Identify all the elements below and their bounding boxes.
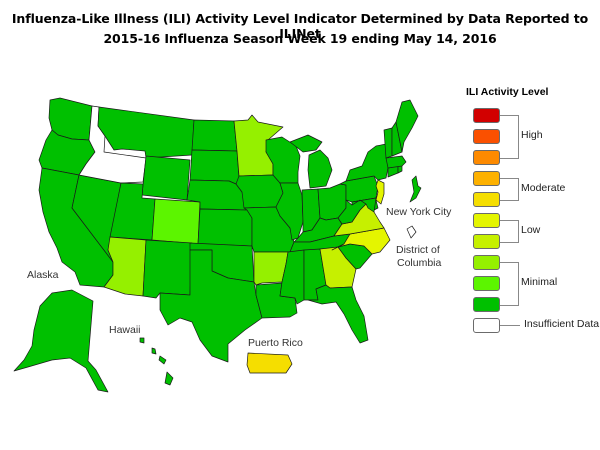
state-massachusetts[interactable] [385, 155, 407, 169]
label-dc-line1: District of [396, 244, 440, 256]
legend-swatch-level-2 [473, 276, 500, 291]
state-michigan[interactable] [289, 134, 333, 189]
state-north-dakota[interactable] [191, 119, 238, 152]
state-new-york[interactable] [345, 143, 389, 182]
state-illinois[interactable] [275, 182, 304, 241]
map-subtitle: 2015-16 Influenza Season Week 19 ending … [103, 31, 497, 46]
legend-swatch-level-0 [473, 318, 500, 333]
state-kansas[interactable] [197, 208, 253, 247]
legend-bracket [500, 178, 519, 201]
legend-swatch-level-4 [473, 234, 500, 249]
legend-label-minimal: Minimal [521, 276, 558, 288]
map-title: Influenza-Like Illness (ILI) Activity Le… [11, 11, 589, 41]
state-maryland[interactable] [351, 197, 377, 213]
legend-title: ILI Activity Level [466, 86, 549, 98]
inset-new-york-city[interactable] [409, 175, 422, 203]
legend-connector [500, 325, 520, 326]
label-new-york-city: New York City [386, 206, 452, 218]
state-pennsylvania[interactable] [339, 175, 379, 203]
label-hawaii: Hawaii [109, 324, 141, 336]
state-hawaii[interactable] [139, 337, 174, 386]
legend-swatch-level-6 [473, 192, 500, 207]
legend-swatch-level-5 [473, 213, 500, 228]
legend-swatch-level-3 [473, 255, 500, 270]
legend-swatch-level-1 [473, 297, 500, 312]
legend-label-moderate: Moderate [521, 181, 566, 194]
state-maine[interactable] [395, 99, 419, 153]
legend-swatch-level-8 [473, 150, 500, 165]
state-new-mexico[interactable] [142, 239, 193, 299]
state-rhode-island[interactable] [397, 165, 403, 174]
state-florida[interactable] [307, 284, 369, 344]
state-alaska[interactable] [13, 289, 109, 393]
legend-label-low: Low [521, 223, 541, 236]
label-alaska: Alaska [27, 269, 59, 281]
legend-swatch-level-9 [473, 129, 500, 144]
label-puerto-rico: Puerto Rico [248, 337, 303, 349]
legend-label-insufficient-data: Insufficient Data [524, 318, 600, 330]
legend-label-high: High [521, 129, 543, 141]
state-new-jersey[interactable] [375, 179, 385, 205]
territory-puerto-rico[interactable] [246, 352, 293, 374]
legend-bracket [500, 220, 519, 243]
state-wyoming[interactable] [141, 155, 191, 201]
state-north-carolina[interactable] [331, 227, 391, 255]
state-iowa[interactable] [235, 174, 284, 209]
label-dc-line2: Columbia [397, 257, 442, 269]
legend-bracket [500, 115, 519, 159]
state-colorado[interactable] [151, 198, 201, 245]
state-south-dakota[interactable] [189, 149, 240, 185]
state-texas[interactable] [159, 249, 263, 363]
legend-bracket [500, 262, 519, 306]
state-montana[interactable] [97, 106, 195, 159]
inset-district-of-columbia[interactable] [406, 225, 417, 239]
legend-swatch-level-10 [473, 108, 500, 123]
legend-swatch-level-7 [473, 171, 500, 186]
